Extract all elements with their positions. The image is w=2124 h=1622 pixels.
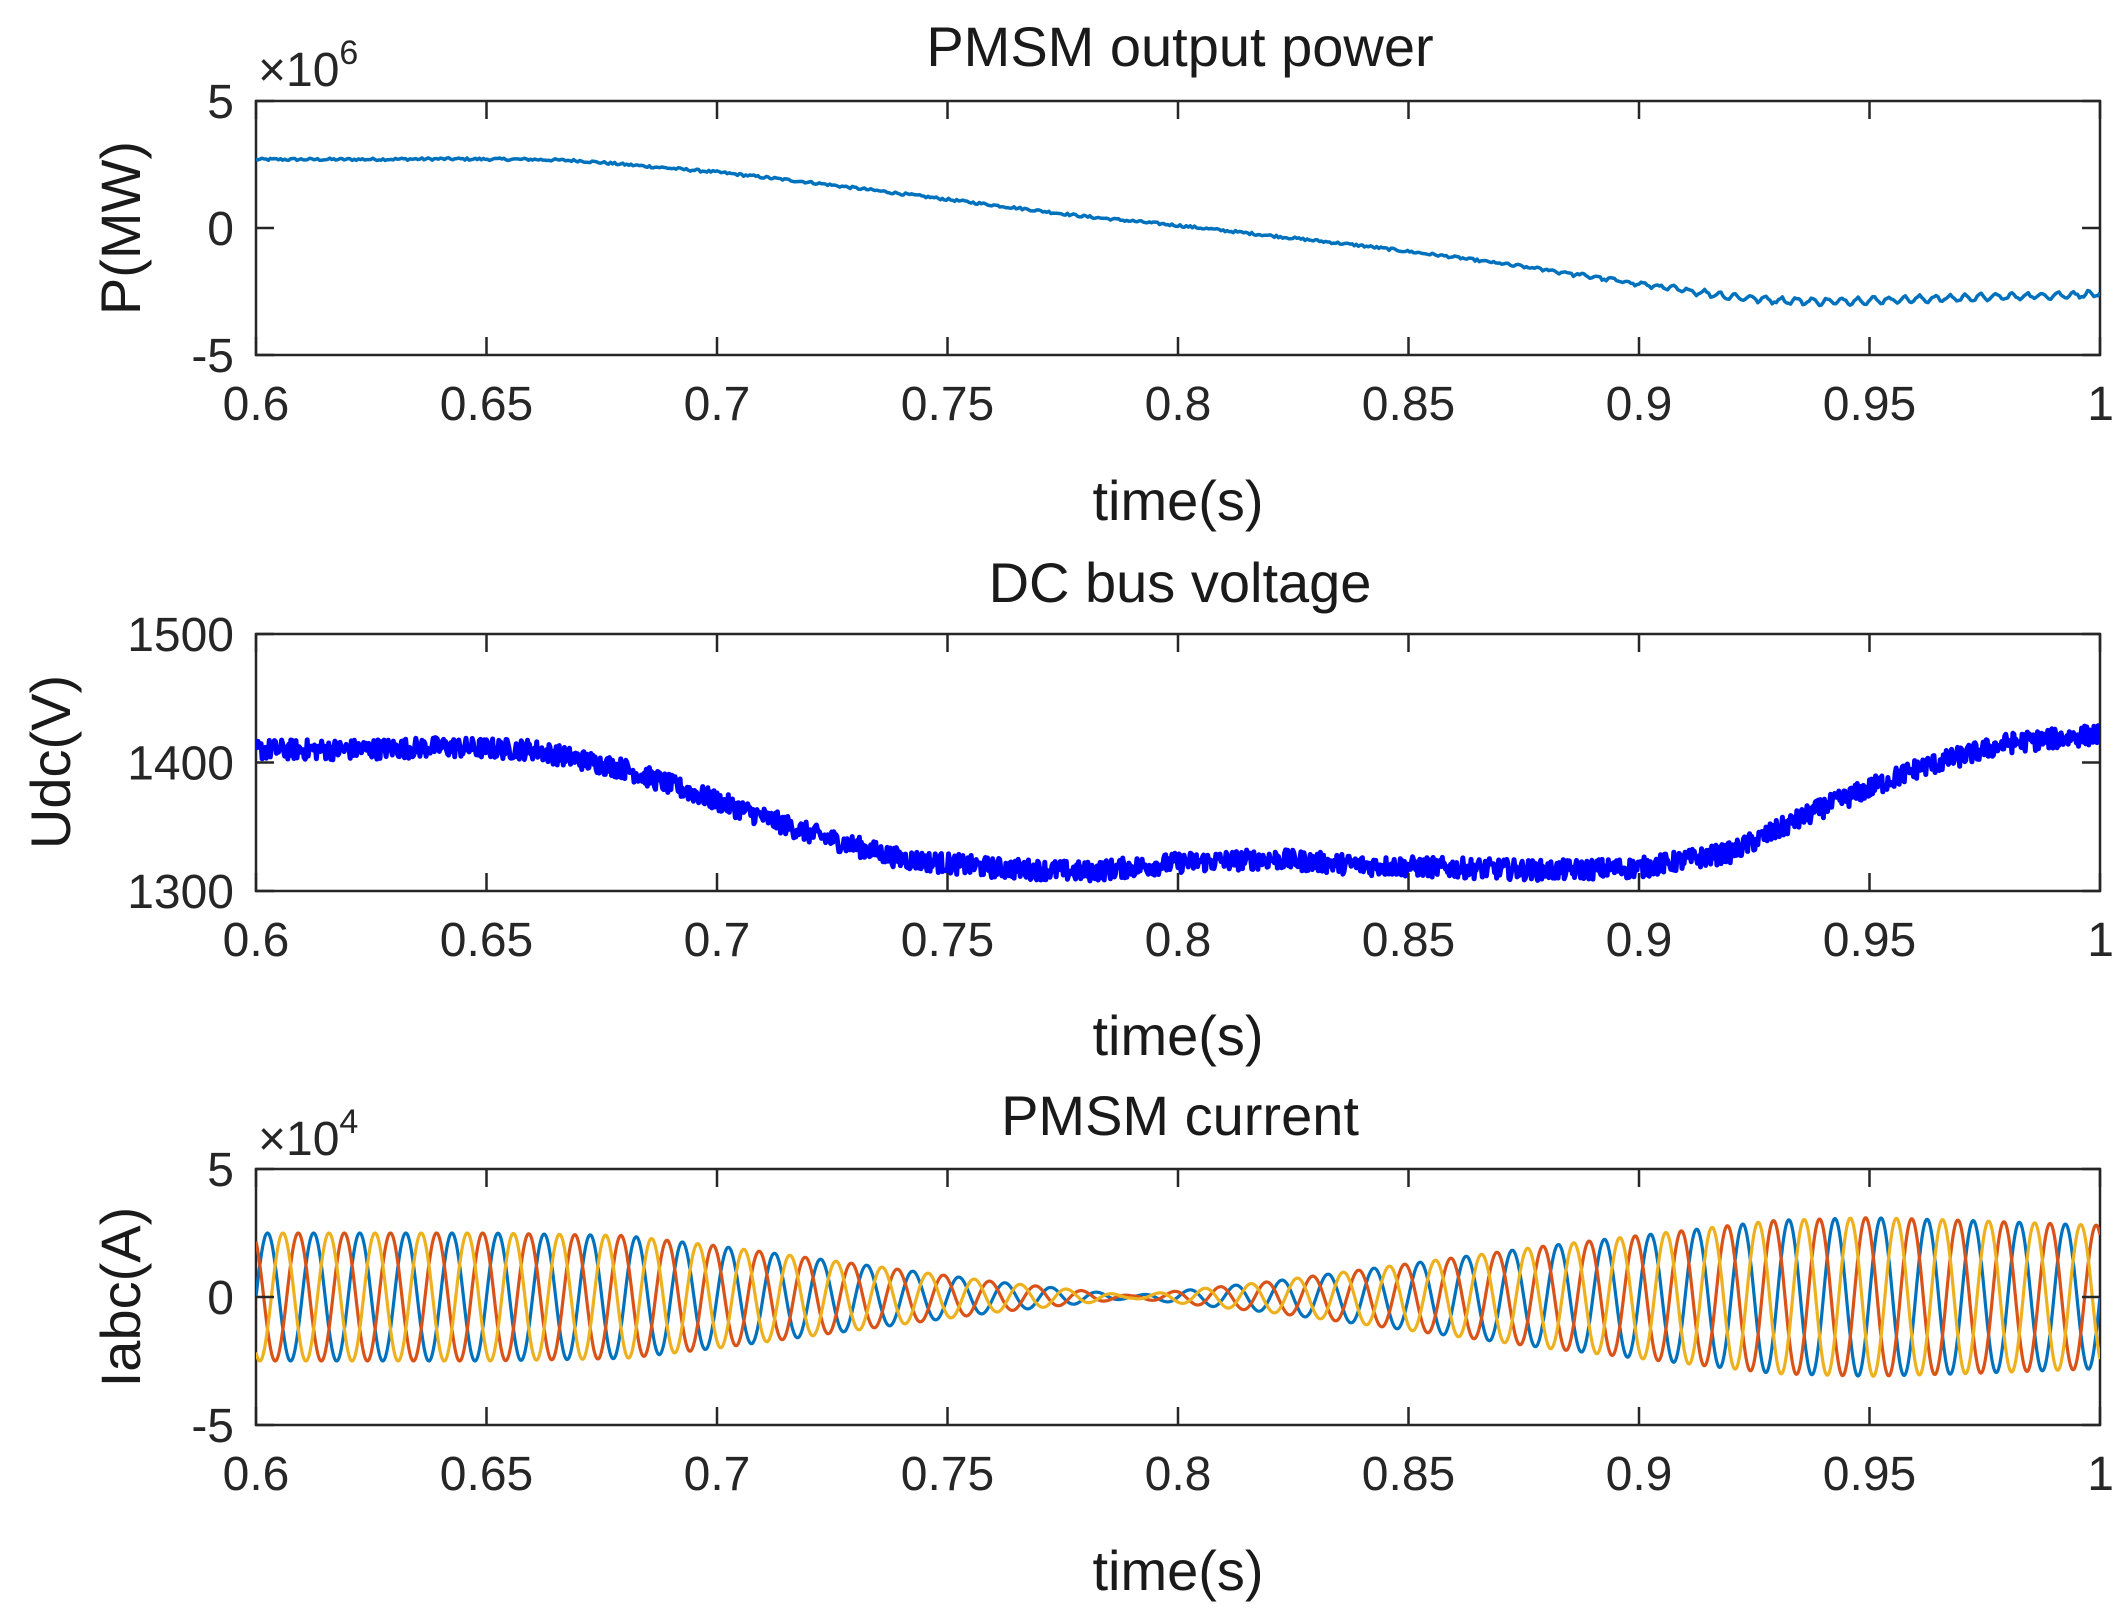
x-tick-label: 0.65	[440, 914, 533, 967]
tick-layer: 0.6 0.65 0.7 0.75 0.8 0.85 0.9 0.95 1 -5 0 5	[191, 1144, 2114, 1501]
series-layer	[256, 155, 2100, 308]
y-tick-label: 1500	[127, 609, 234, 662]
y-axis-label: Iabc(A)	[89, 1207, 152, 1388]
series-layer	[256, 1216, 2100, 1378]
x-tick-label: 0.85	[1362, 378, 1455, 431]
y-tick-label: 1400	[127, 738, 234, 791]
x-tick-label: 0.75	[901, 1448, 994, 1501]
y-tick-label: 5	[207, 76, 234, 129]
tick-layer: 0.6 0.65 0.7 0.75 0.8 0.85 0.9 0.95 1 1300 1400 150…	[127, 609, 2114, 967]
x-tick-label: 0.6	[223, 914, 290, 967]
x-tick-label: 0.7	[684, 914, 751, 967]
x-tick-label: 1	[2087, 378, 2114, 431]
x-tick-label: 0.75	[901, 914, 994, 967]
x-tick-label: 0.7	[684, 1448, 751, 1501]
axis-multiplier: ×104	[258, 1103, 358, 1166]
y-tick-label: 0	[207, 203, 234, 256]
voltage-panel: DC bus voltage 0.6 0.65 0.7 0.75 0.8 0.85 0.9 0…	[19, 551, 2114, 1067]
x-tick-label: 0.9	[1606, 378, 1673, 431]
x-tick-label: 0.95	[1823, 914, 1916, 967]
series-layer	[256, 723, 2100, 884]
y-tick-label: 1300	[127, 866, 234, 919]
y-axis-label: P(MW)	[89, 141, 152, 315]
axis-multiplier: ×106	[258, 34, 358, 97]
chart-title: PMSM current	[1001, 1084, 1359, 1147]
y-tick-label: 5	[207, 1144, 234, 1197]
chart-title: PMSM output power	[926, 15, 1433, 78]
x-tick-label: 0.9	[1606, 914, 1673, 967]
y-tick-label: -5	[191, 1400, 234, 1453]
series-line-Ia	[256, 1216, 2100, 1378]
y-tick-label: -5	[191, 330, 234, 383]
chart-title: DC bus voltage	[989, 551, 1372, 614]
y-tick-label: 0	[207, 1272, 234, 1325]
x-tick-label: 0.85	[1362, 1448, 1455, 1501]
series-line-P	[256, 155, 2100, 308]
series-line-Udc	[256, 723, 2100, 884]
x-axis-label: time(s)	[1092, 1539, 1263, 1602]
series-line-Ib	[256, 1216, 2100, 1378]
series-line-Ic	[256, 1216, 2100, 1378]
x-tick-label: 0.6	[223, 378, 290, 431]
x-axis-label: time(s)	[1092, 469, 1263, 532]
x-tick-label: 0.75	[901, 378, 994, 431]
x-tick-label: 0.95	[1823, 1448, 1916, 1501]
x-tick-label: 0.8	[1145, 378, 1212, 431]
power-panel: PMSM output power 0.6 0.65 0.7 0.75 0.8 0.85 0…	[89, 15, 2114, 532]
tick-layer: 0.6 0.65 0.7 0.75 0.8 0.85 0.9 0.95 1 -5 0 5	[191, 76, 2114, 431]
x-tick-label: 0.85	[1362, 914, 1455, 967]
x-tick-label: 0.65	[440, 1448, 533, 1501]
x-tick-label: 0.8	[1145, 914, 1212, 967]
y-axis-label: Udc(V)	[19, 675, 82, 849]
x-tick-label: 0.8	[1145, 1448, 1212, 1501]
x-tick-label: 0.95	[1823, 378, 1916, 431]
x-tick-label: 1	[2087, 1448, 2114, 1501]
x-tick-label: 0.7	[684, 378, 751, 431]
x-tick-label: 1	[2087, 914, 2114, 967]
x-tick-label: 0.9	[1606, 1448, 1673, 1501]
x-tick-label: 0.65	[440, 378, 533, 431]
current-panel: PMSM current 0.6 0.65 0.7 0.75 0.8 0.85 0.9 0.9…	[89, 1084, 2114, 1602]
x-tick-label: 0.6	[223, 1448, 290, 1501]
x-axis-label: time(s)	[1092, 1004, 1263, 1067]
